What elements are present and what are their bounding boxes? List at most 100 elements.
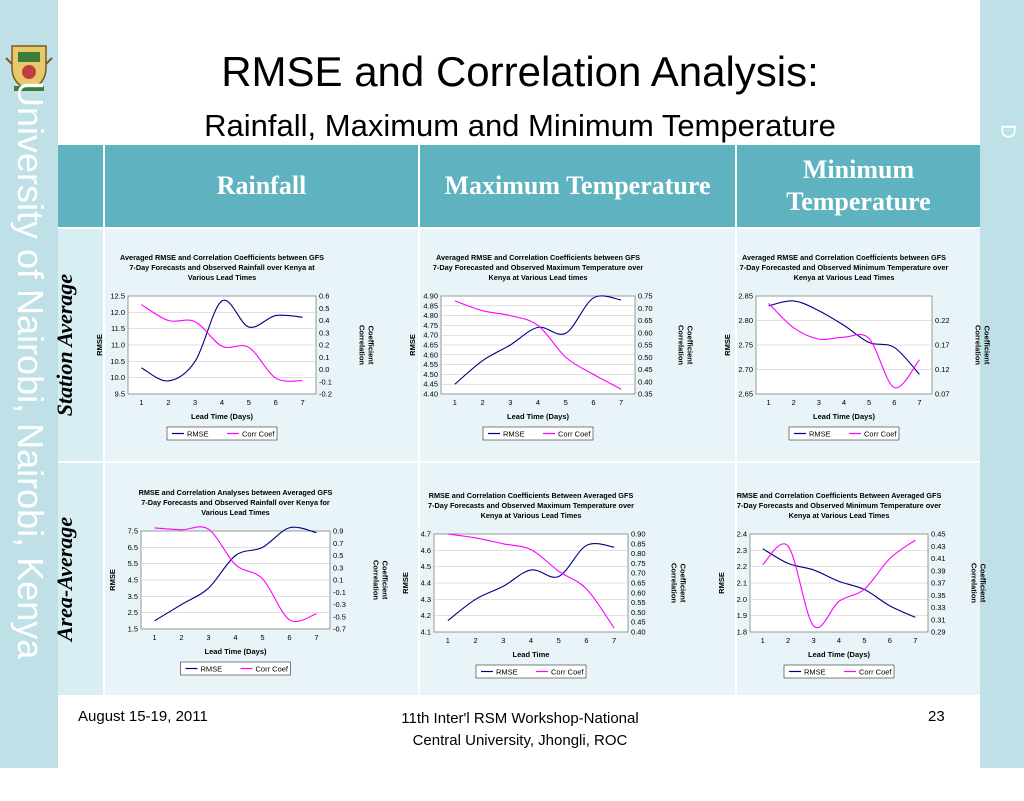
y2-tick-label: 0.70 xyxy=(638,304,653,313)
y2-tick-label: 0.33 xyxy=(931,603,946,612)
y-tick-label: 4.75 xyxy=(423,321,438,330)
legend-box xyxy=(788,426,900,441)
row-header-cell-station xyxy=(58,229,103,461)
y-tick-label: 11.0 xyxy=(111,341,125,350)
chart-title-line: Kenya at Various Lead Times xyxy=(794,273,895,282)
y2-tick-label: 0.1 xyxy=(333,576,343,585)
x-tick-label: 5 xyxy=(260,633,264,642)
series-line-rmse xyxy=(768,300,920,375)
y-tick-label: 4.5 xyxy=(128,576,138,585)
y-axis-label: RMSE xyxy=(95,334,104,356)
y2-axis-label: Coefficient xyxy=(381,561,390,600)
y2-tick-label: 0.35 xyxy=(638,390,653,399)
y2-axis-label: Coefficient xyxy=(686,326,695,365)
y2-axis-label: Correlation xyxy=(670,563,679,603)
y2-axis-label: Correlation xyxy=(677,325,686,365)
y2-axis-label: Correlation xyxy=(974,325,983,365)
chart-title-line: 7-Day Forecasts and Observed Rainfall ov… xyxy=(141,498,330,507)
university-side-text: University of Nairobi, Nairobi, Kenya xyxy=(10,81,51,660)
x-tick-label: 4 xyxy=(233,633,237,642)
y-tick-label: 4.65 xyxy=(423,341,438,350)
y-tick-label: 7.5 xyxy=(128,527,138,536)
y2-tick-label: 0.35 xyxy=(931,591,946,600)
y2-tick-label: 0.50 xyxy=(638,353,653,362)
chart-title-line: RMSE and Correlation Coefficients Betwee… xyxy=(737,491,942,500)
chart-title-line: RMSE and Correlation Analyses between Av… xyxy=(139,488,333,497)
footer-venue-line1: 11th Inter'l RSM Workshop-National xyxy=(401,710,639,727)
y-tick-label: 3.5 xyxy=(128,592,138,601)
x-tick-label: 2 xyxy=(792,398,796,407)
chart-title-line: Averaged RMSE and Correlation Coefficien… xyxy=(436,253,640,262)
y2-tick-label: 0.07 xyxy=(935,390,950,399)
legend-box xyxy=(482,426,594,441)
series-line-corr-coef xyxy=(154,526,317,623)
y-axis-label: RMSE xyxy=(108,569,117,591)
legend-box xyxy=(783,664,895,679)
x-tick-label: 2 xyxy=(179,633,183,642)
x-axis-label: Lead Time (Days) xyxy=(808,650,870,659)
x-tick-label: 6 xyxy=(892,398,896,407)
y-tick-label: 11.5 xyxy=(111,324,125,333)
y2-tick-label: 0.17 xyxy=(935,341,950,350)
y2-tick-label: 0.6 xyxy=(319,292,329,301)
chart-title-line: 7-Day Forecasts and Observed Maximum Tem… xyxy=(428,501,634,510)
chart-title-line: Various Lead Times xyxy=(201,508,269,517)
y2-tick-label: 0.55 xyxy=(638,341,653,350)
y2-axis-label: Coefficient xyxy=(679,564,688,603)
chart-title-line: RMSE and Correlation Coefficients Betwee… xyxy=(429,491,634,500)
chart-title-line: Various Lead Times xyxy=(188,273,256,282)
y2-tick-label: 0.55 xyxy=(631,598,646,607)
y2-tick-label: -0.7 xyxy=(333,625,346,634)
chart-area-max-temperature: RMSE and Correlation Coefficients Betwee… xyxy=(398,488,698,683)
right-side-band xyxy=(980,0,1024,768)
x-tick-label: 1 xyxy=(152,633,156,642)
y-tick-label: 4.50 xyxy=(423,370,438,379)
y-tick-label: 12.0 xyxy=(110,308,125,317)
x-axis-label: Lead Time (Days) xyxy=(191,412,253,421)
y2-axis-label: Correlation xyxy=(372,560,381,600)
x-axis-label: Lead Time xyxy=(513,650,550,659)
y2-tick-label: -0.3 xyxy=(333,600,346,609)
y2-tick-label: -0.1 xyxy=(333,588,346,597)
y-tick-label: 2.2 xyxy=(737,562,747,571)
y-tick-label: 2.75 xyxy=(738,341,753,350)
y2-tick-label: 0.43 xyxy=(931,542,946,551)
y-tick-label: 2.3 xyxy=(737,546,747,555)
y2-tick-label: 0.45 xyxy=(631,618,646,627)
y2-tick-label: 0.3 xyxy=(319,328,329,337)
y-tick-label: 2.85 xyxy=(738,292,753,301)
footer-page-number: 23 xyxy=(928,708,945,725)
y2-tick-label: 0.65 xyxy=(638,316,653,325)
y-tick-label: 4.2 xyxy=(421,611,431,620)
y2-tick-label: 0.90 xyxy=(631,530,646,539)
x-tick-label: 1 xyxy=(446,636,450,645)
x-tick-label: 3 xyxy=(811,636,815,645)
x-tick-label: 6 xyxy=(591,398,595,407)
y2-tick-label: 0.22 xyxy=(935,316,950,325)
y2-tick-label: 0.3 xyxy=(333,563,343,572)
slide-title: RMSE and Correlation Analysis: xyxy=(221,48,819,95)
university-crest-logo xyxy=(5,45,53,91)
right-side-letter: D xyxy=(996,124,1019,139)
y2-tick-label: 0.75 xyxy=(638,292,653,301)
x-tick-label: 6 xyxy=(287,633,291,642)
y2-tick-label: 0.7 xyxy=(333,539,343,548)
y-tick-label: 2.65 xyxy=(738,390,753,399)
x-tick-label: 1 xyxy=(761,636,765,645)
slide-subtitle: Rainfall, Maximum and Minimum Temperatur… xyxy=(204,108,836,143)
footer-venue-line2: Central University, Jhongli, ROC xyxy=(412,732,628,749)
legend-label: RMSE xyxy=(496,668,518,677)
y-tick-label: 2.5 xyxy=(128,608,138,617)
table-corner-cell xyxy=(58,145,103,227)
series-line-rmse xyxy=(762,548,916,618)
x-tick-label: 1 xyxy=(766,398,770,407)
x-tick-label: 5 xyxy=(564,398,568,407)
chart-area-rainfall: RMSE and Correlation Analyses between Av… xyxy=(105,485,400,680)
series-line-corr-coef xyxy=(454,300,622,390)
y2-tick-label: 0.12 xyxy=(935,365,950,374)
series-line-rmse xyxy=(141,299,303,382)
y-tick-label: 2.70 xyxy=(738,365,753,374)
y2-tick-label: 0.2 xyxy=(319,341,329,350)
chart-title-line: 7-Day Forecasted and Observed Maximum Te… xyxy=(433,263,643,272)
y2-axis-label: Correlation xyxy=(970,563,979,603)
